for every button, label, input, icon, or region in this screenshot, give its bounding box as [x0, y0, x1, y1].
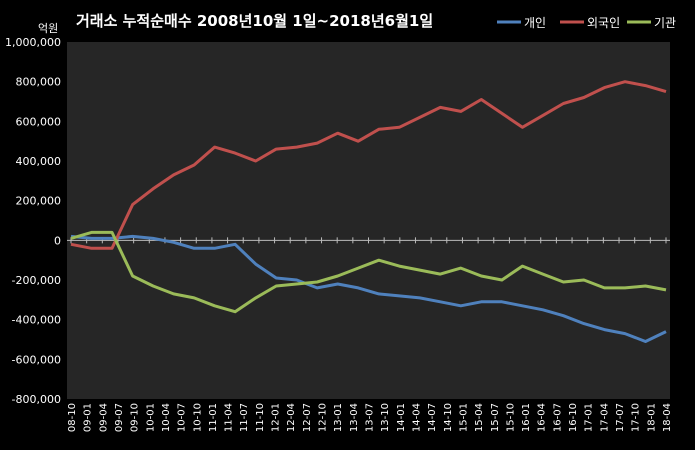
x-tick-label: 15-10: [505, 403, 516, 432]
x-tick-label: 12-10: [318, 403, 329, 432]
x-tick-label: 16-01: [521, 403, 532, 432]
x-tick-label: 09-04: [98, 403, 109, 432]
legend-label: 개인: [524, 16, 546, 30]
x-tick-label: 10-01: [145, 403, 156, 432]
y-tick-label: 1,000,000: [5, 36, 61, 49]
x-tick-label: 15-01: [458, 403, 469, 432]
x-tick-label: 17-10: [631, 403, 642, 432]
y-tick-label: -600,000: [12, 353, 61, 366]
x-tick-label: 15-04: [474, 403, 485, 432]
y-axis-unit-label: 억원: [38, 22, 58, 35]
x-tick-label: 13-07: [365, 403, 376, 432]
legend: 개인 외국인 기관: [497, 16, 676, 30]
y-tick-label: 0: [54, 234, 61, 247]
x-tick-label: 11-07: [239, 403, 250, 432]
x-tick-label: 12-04: [286, 403, 297, 432]
x-tick-label: 10-07: [177, 403, 188, 432]
x-tick-label: 18-04: [662, 403, 673, 432]
x-tick-label: 18-01: [646, 403, 657, 432]
x-tick-label: 12-01: [271, 403, 282, 432]
series-line-2: [70, 230, 667, 314]
x-tick-label: 14-04: [411, 403, 422, 432]
x-tick-label: 13-01: [333, 403, 344, 432]
x-tick-label: 09-01: [83, 403, 94, 432]
chart-title: 거래소 누적순매수 2008년10월 1일~2018년6월1일: [76, 12, 433, 30]
x-tick-label: 14-07: [427, 403, 438, 432]
x-tick-label: 13-04: [349, 403, 360, 432]
x-tick-label: 14-10: [443, 403, 454, 432]
x-tick-label: 17-04: [599, 403, 610, 432]
legend-label: 외국인: [587, 16, 620, 30]
x-tick-label: 10-10: [192, 403, 203, 432]
x-tick-label: 14-01: [396, 403, 407, 432]
x-tick-label: 09-10: [130, 403, 141, 432]
x-axis-ticks: 08-10 09-01 09-04 09-07 09-10 10-01 10-04 10-07…: [67, 237, 673, 432]
x-tick-label: 08-10: [67, 403, 78, 432]
y-tick-label: 200,000: [16, 195, 62, 208]
x-tick-label: 11-01: [208, 403, 219, 432]
series-line-1: [70, 80, 667, 250]
x-tick-label: 16-10: [568, 403, 579, 432]
y-axis-ticks: 1,000,000 800,000 600,000 400,000 200,000 0 -2…: [5, 36, 61, 406]
x-tick-label: 12-07: [302, 403, 313, 432]
x-tick-label: 17-07: [615, 403, 626, 432]
x-tick-label: 13-10: [380, 403, 391, 432]
x-tick-label: 17-01: [584, 403, 595, 432]
y-tick-label: 400,000: [16, 155, 62, 168]
legend-label: 기관: [654, 16, 676, 30]
y-tick-label: 600,000: [16, 115, 62, 128]
series-line-0: [70, 234, 667, 343]
plot-area: [67, 42, 670, 399]
x-tick-label: 15-07: [490, 403, 501, 432]
series-lines: [70, 80, 667, 343]
x-tick-label: 16-04: [537, 403, 548, 432]
x-tick-label: 16-07: [552, 403, 563, 432]
x-tick-label: 11-10: [255, 403, 266, 432]
y-tick-label: -800,000: [12, 393, 61, 406]
x-tick-label: 09-07: [114, 403, 125, 432]
x-tick-label: 11-04: [224, 403, 235, 432]
y-tick-label: 800,000: [16, 76, 62, 89]
y-tick-label: -200,000: [12, 274, 61, 287]
y-tick-label: -400,000: [12, 314, 61, 327]
x-tick-label: 10-04: [161, 403, 172, 432]
